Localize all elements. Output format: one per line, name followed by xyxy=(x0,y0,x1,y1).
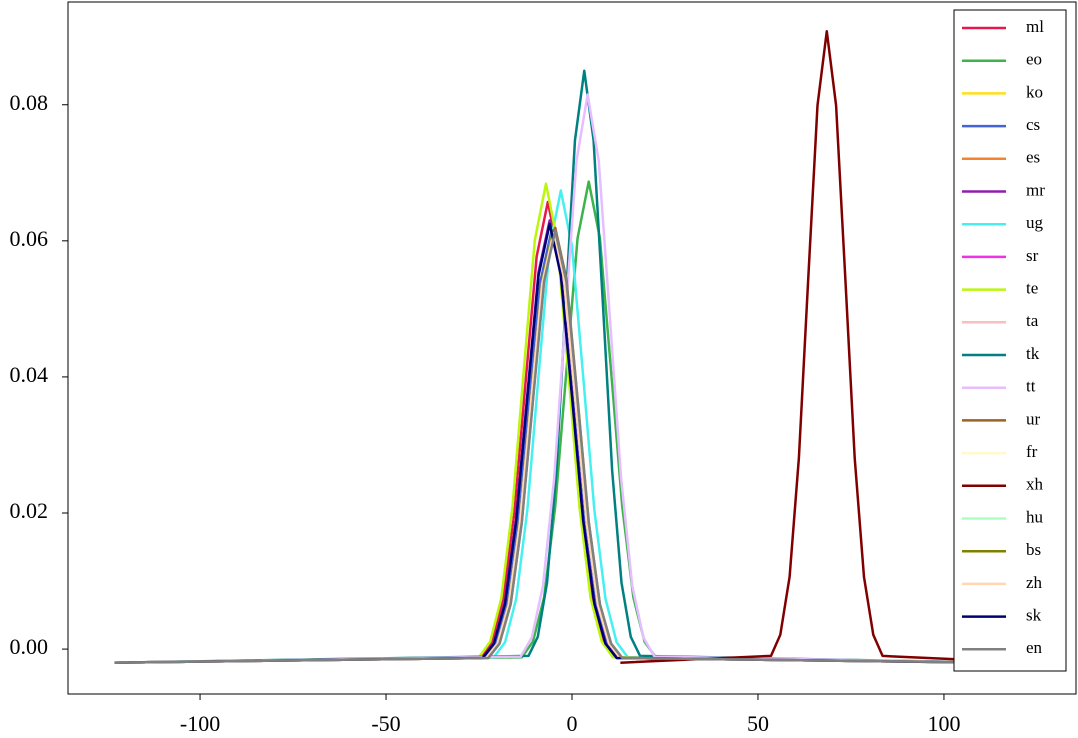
series-line xyxy=(114,229,1000,664)
series-line xyxy=(114,189,1000,664)
x-tick-label: -100 xyxy=(180,711,220,736)
x-tick-label: -50 xyxy=(371,711,400,736)
series-line xyxy=(114,69,1000,664)
series-line xyxy=(114,182,1000,664)
legend-label: te xyxy=(1026,279,1038,298)
legend-label: cs xyxy=(1026,115,1040,134)
legend-label: fr xyxy=(1026,442,1038,461)
legend-label: es xyxy=(1026,148,1040,167)
legend-label: en xyxy=(1026,638,1043,657)
legend-label: ml xyxy=(1026,17,1044,36)
legend-label: tt xyxy=(1026,377,1036,396)
legend-label: ta xyxy=(1026,311,1039,330)
x-tick-label: 100 xyxy=(927,711,960,736)
legend-label: zh xyxy=(1026,573,1043,592)
legend-label: eo xyxy=(1026,50,1042,69)
legend-label: tk xyxy=(1026,344,1040,363)
y-tick-label: 0.02 xyxy=(10,498,49,523)
plot-area xyxy=(114,30,1034,664)
legend-label: xh xyxy=(1026,475,1044,494)
legend-label: ug xyxy=(1026,213,1044,232)
legend-label: hu xyxy=(1026,507,1044,526)
legend-box xyxy=(953,9,1067,672)
series-line xyxy=(114,93,1000,664)
series-line xyxy=(620,30,1034,664)
series-line xyxy=(114,222,1000,664)
x-tick-label: 50 xyxy=(747,711,769,736)
x-tick-label: 0 xyxy=(567,711,578,736)
legend-label: bs xyxy=(1026,540,1041,559)
y-tick-label: 0.08 xyxy=(10,90,49,115)
y-tick-label: 0.06 xyxy=(10,226,49,251)
y-tick-label: 0.04 xyxy=(10,362,49,387)
legend-label: ur xyxy=(1026,409,1041,428)
legend-label: mr xyxy=(1026,180,1045,199)
y-tick-label: 0.00 xyxy=(10,634,49,659)
legend-label: sk xyxy=(1026,606,1042,625)
legend-label: sr xyxy=(1026,246,1039,265)
legend-label: ko xyxy=(1026,82,1043,101)
